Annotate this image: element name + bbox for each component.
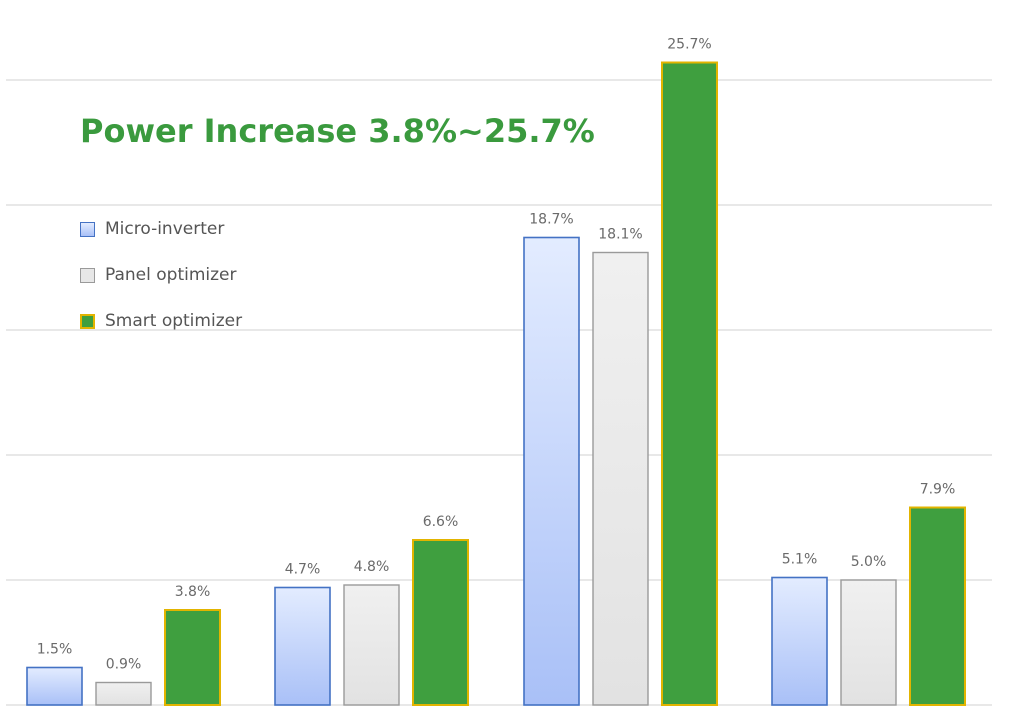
bar-smart-optimizer xyxy=(661,61,718,706)
legend-label: Smart optimizer xyxy=(105,311,243,331)
data-label-smart-optimizer: 7.9% xyxy=(920,482,956,498)
chart-title: Power Increase 3.8%~25.7% xyxy=(80,112,595,150)
legend-item-panel-optimizer: Panel optimizer xyxy=(80,252,242,298)
data-label-micro-inverter: 4.7% xyxy=(285,562,321,578)
bar-smart-optimizer xyxy=(412,539,469,706)
legend-label: Micro-inverter xyxy=(105,219,225,239)
bar-micro-inverter xyxy=(26,666,83,706)
data-label-micro-inverter: 1.5% xyxy=(37,642,73,658)
legend-swatch-micro-inverter xyxy=(80,221,95,237)
bar-micro-inverter xyxy=(523,236,580,706)
bar-panel-optimizer xyxy=(592,251,649,706)
bar-micro-inverter xyxy=(771,576,828,706)
legend-label: Panel optimizer xyxy=(105,265,237,285)
legend-swatch-smart-optimizer xyxy=(80,313,95,329)
data-label-panel-optimizer: 18.1% xyxy=(598,227,642,243)
bar-smart-optimizer xyxy=(164,609,221,706)
legend-item-micro-inverter: Micro-inverter xyxy=(80,206,242,252)
data-label-panel-optimizer: 5.0% xyxy=(851,554,887,570)
data-label-panel-optimizer: 4.8% xyxy=(354,559,390,575)
data-label-smart-optimizer: 25.7% xyxy=(667,37,711,53)
legend-item-smart-optimizer: Smart optimizer xyxy=(80,298,242,344)
data-label-micro-inverter: 5.1% xyxy=(782,552,818,568)
bar-smart-optimizer xyxy=(909,506,966,706)
legend: Micro-inverter Panel optimizer Smart opt… xyxy=(80,206,242,344)
data-label-smart-optimizer: 3.8% xyxy=(175,584,211,600)
legend-swatch-panel-optimizer xyxy=(80,267,95,283)
data-label-micro-inverter: 18.7% xyxy=(529,212,573,228)
bar-micro-inverter xyxy=(274,586,331,706)
bar-panel-optimizer xyxy=(840,579,897,706)
data-label-panel-optimizer: 0.9% xyxy=(106,657,142,673)
data-labels: 1.5% 4.7% 18.7% 5.1% 0.9% 4.8% 18.1% 5.0% 3.8% 6.… xyxy=(37,37,956,673)
bar-panel-optimizer xyxy=(343,584,400,706)
bar-panel-optimizer xyxy=(95,681,152,706)
data-label-smart-optimizer: 6.6% xyxy=(423,514,459,530)
bars xyxy=(26,61,966,706)
